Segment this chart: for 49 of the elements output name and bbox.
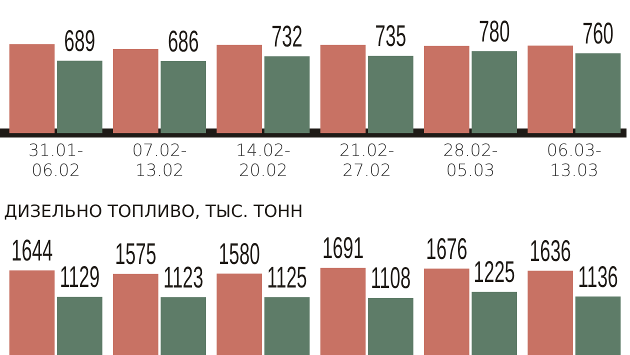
bar <box>424 268 470 355</box>
bar <box>160 61 206 134</box>
data-label: 1575 <box>114 238 156 272</box>
data-label: 1644 <box>11 234 53 268</box>
x-tick-label: 31.01-06.02 <box>28 140 84 182</box>
x-tick-label: 07.02-13.02 <box>132 140 187 182</box>
data-label: 760 <box>582 17 614 51</box>
data-label: 1676 <box>426 232 468 266</box>
data-label: 1691 <box>322 232 364 266</box>
bar <box>264 56 310 134</box>
bar <box>57 60 102 134</box>
data-label: 1125 <box>267 260 307 295</box>
bar <box>320 44 366 134</box>
bar <box>424 46 470 134</box>
bar <box>368 56 414 134</box>
bar <box>472 51 517 134</box>
data-label: 689 <box>64 24 96 58</box>
bar <box>113 49 158 134</box>
chart-title: ДИЗЕЛЬНО ТОПЛИВО, ТЫС. ТОНН <box>4 201 304 224</box>
bar <box>264 297 310 355</box>
data-label: 1108 <box>370 262 411 296</box>
data-label: 1225 <box>474 256 516 290</box>
bar <box>9 44 55 134</box>
x-tick-label: 21.02-27.02 <box>339 140 394 182</box>
data-label: 1123 <box>163 260 204 295</box>
bar <box>575 53 621 134</box>
data-label: 1136 <box>578 260 618 294</box>
bar <box>57 296 102 355</box>
x-tick-label: 14.02-20.02 <box>236 140 291 182</box>
bar <box>472 292 517 355</box>
data-label: 1580 <box>218 237 260 272</box>
data-label: 1636 <box>530 234 571 268</box>
bar <box>9 270 55 355</box>
data-label: 686 <box>168 24 199 59</box>
data-label: 732 <box>272 20 303 54</box>
bar <box>528 270 573 355</box>
bar <box>575 296 621 355</box>
bar <box>368 298 414 355</box>
data-label: 735 <box>375 20 406 54</box>
x-tick-label: 28.02-05.03 <box>443 140 498 182</box>
bar <box>160 297 206 355</box>
bar <box>216 274 262 355</box>
data-label: 1129 <box>60 260 100 294</box>
x-tick-label: 06.03-13.03 <box>546 140 602 182</box>
bar <box>320 268 366 355</box>
data-label: 780 <box>478 14 510 49</box>
bar <box>216 44 262 134</box>
bar <box>113 274 158 355</box>
bar <box>528 46 573 134</box>
